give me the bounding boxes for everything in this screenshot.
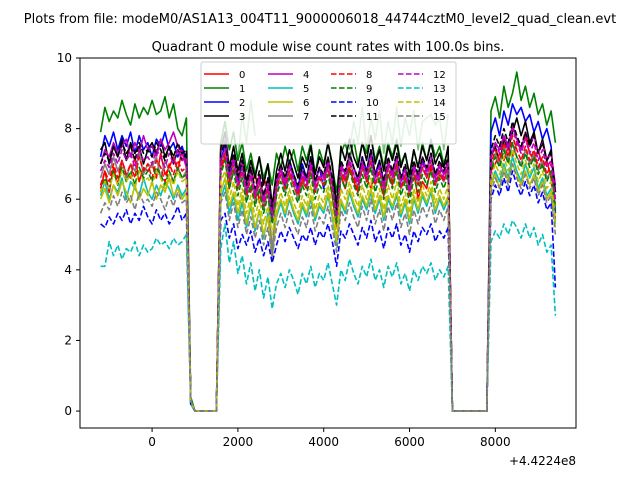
series-13-line <box>100 219 557 412</box>
legend-label: 9 <box>366 84 372 95</box>
legend-label: 8 <box>366 70 372 81</box>
legend-item-14: 14 <box>398 98 446 109</box>
legend-item-7: 7 <box>268 112 309 123</box>
x-offset-label: +4.4224e8 <box>509 454 576 468</box>
y-tick-label: 4 <box>64 263 72 277</box>
legend-label: 14 <box>433 98 446 109</box>
legend-label: 10 <box>366 98 379 109</box>
series-14-line <box>99 149 557 412</box>
series-15-line <box>99 163 557 412</box>
legend-label: 11 <box>366 112 379 123</box>
legend-label: 6 <box>303 98 309 109</box>
y-tick-label: 10 <box>57 51 72 65</box>
y-tick-label: 0 <box>64 404 72 418</box>
legend-item-12: 12 <box>398 70 446 81</box>
x-tick-label: 6000 <box>394 435 425 449</box>
legend-label: 3 <box>239 112 245 123</box>
legend-item-11: 11 <box>331 112 379 123</box>
legend-label: 4 <box>303 70 309 81</box>
axes-frame <box>79 57 577 429</box>
y-tick-label: 2 <box>64 333 72 347</box>
legend-item-3: 3 <box>204 112 245 123</box>
legend-item-13: 13 <box>398 84 446 95</box>
series-14 <box>99 149 557 412</box>
legend-item-0: 0 <box>204 70 245 81</box>
x-axis: 0 2000 4000 6000 8000 <box>148 428 511 449</box>
legend-label: 15 <box>433 112 446 123</box>
legend-item-5: 5 <box>268 84 309 95</box>
legend-label: 12 <box>433 70 446 81</box>
x-tick-label: 2000 <box>223 435 254 449</box>
series-layer <box>99 71 557 412</box>
figure-suptitle: Plots from file: modeM0/AS1A13_004T11_90… <box>24 12 616 27</box>
legend-label: 2 <box>239 98 245 109</box>
legend-label: 7 <box>303 112 309 123</box>
series-15 <box>99 163 557 412</box>
legend-frame <box>200 61 457 145</box>
legend-item-8: 8 <box>331 70 372 81</box>
legend-item-9: 9 <box>331 84 372 95</box>
y-tick-label: 6 <box>64 192 72 206</box>
y-axis: 0 2 4 6 8 10 <box>57 51 80 418</box>
chart-title: Quadrant 0 module wise count rates with … <box>152 40 505 55</box>
legend-item-10: 10 <box>331 98 379 109</box>
legend-label: 5 <box>303 84 309 95</box>
legend-item-2: 2 <box>204 98 245 109</box>
y-tick-label: 8 <box>64 122 72 136</box>
legend-label: 1 <box>239 84 245 95</box>
legend-item-4: 4 <box>268 70 309 81</box>
legend-label: 0 <box>239 70 245 81</box>
legend-item-1: 1 <box>204 84 245 95</box>
series-13 <box>100 219 557 412</box>
x-tick-label: 8000 <box>480 435 511 449</box>
legend-item-15: 15 <box>398 112 446 123</box>
legend-label: 13 <box>433 84 446 95</box>
legend-item-6: 6 <box>268 98 309 109</box>
x-tick-label: 0 <box>148 435 156 449</box>
x-tick-label: 4000 <box>308 435 339 449</box>
